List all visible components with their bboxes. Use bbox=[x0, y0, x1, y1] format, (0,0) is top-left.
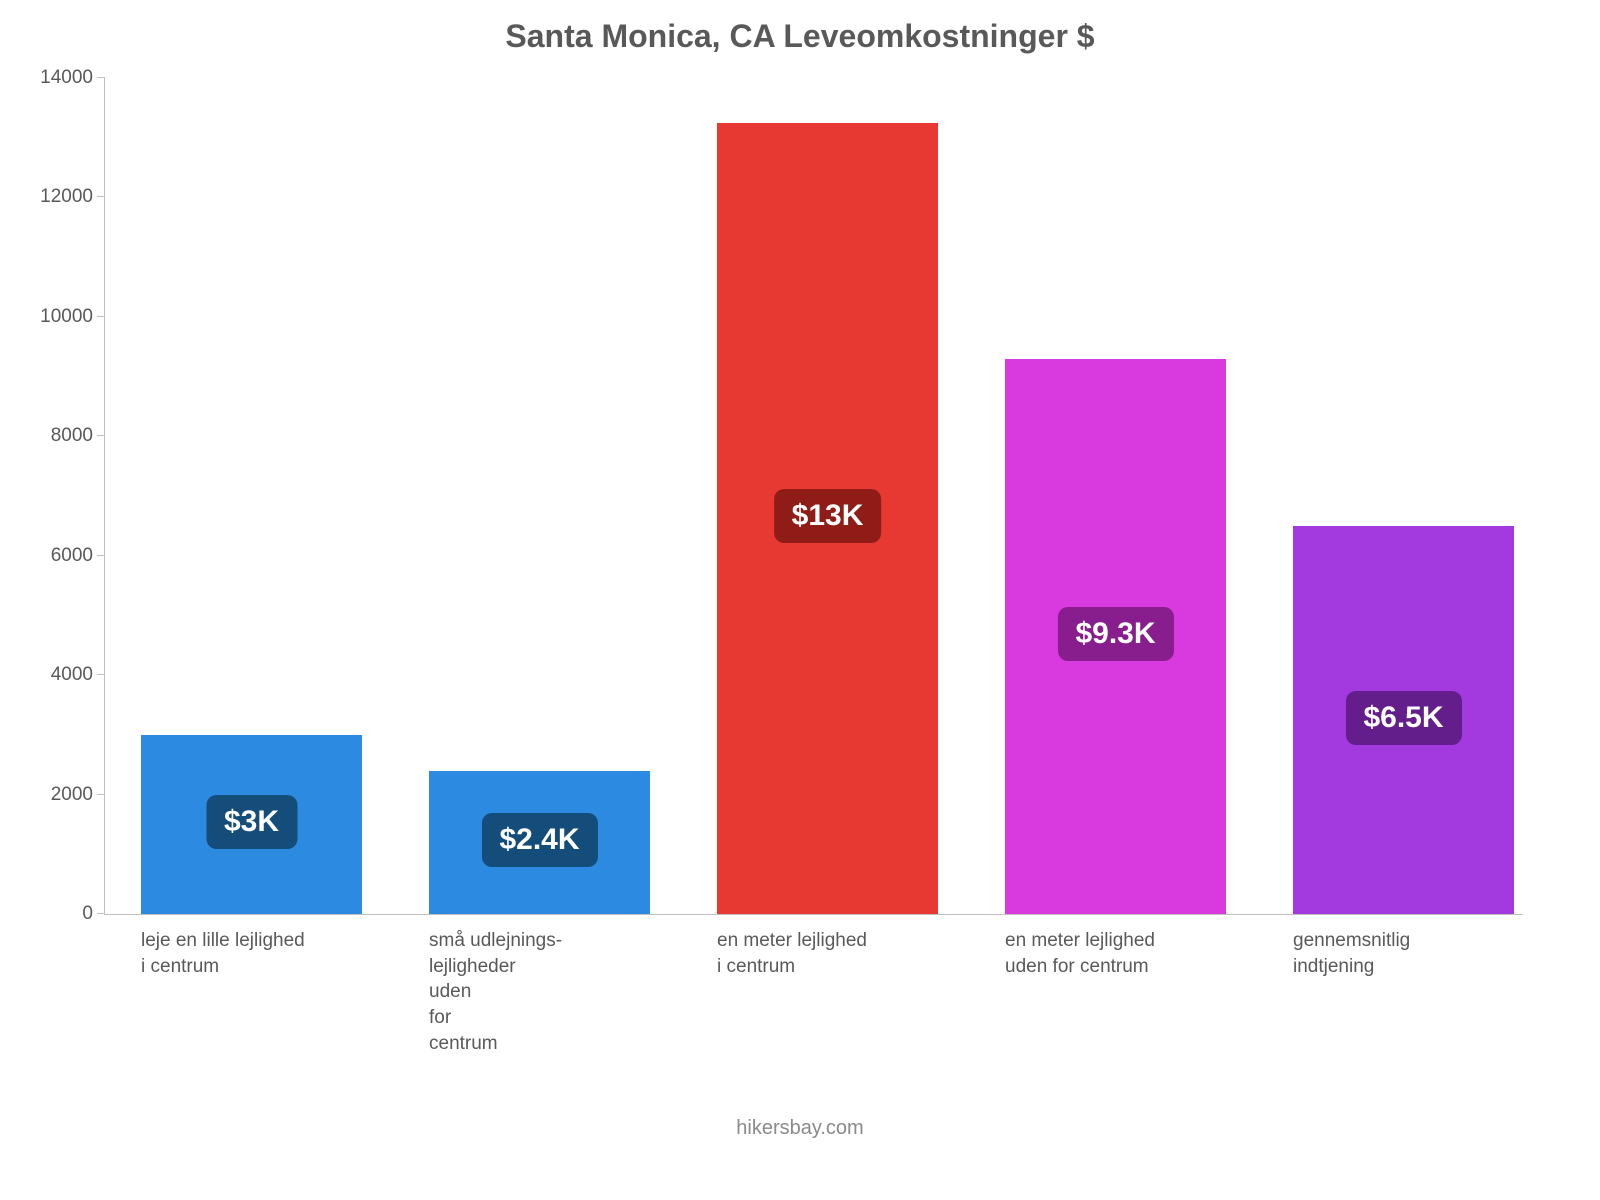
x-tick-label: en meter lejligheduden for centrum bbox=[1005, 914, 1155, 979]
x-tick-label-line: en meter lejlighed bbox=[1005, 928, 1155, 954]
x-tick-label-line: små udlejnings-lejligheder bbox=[429, 928, 619, 979]
y-tick-mark bbox=[97, 77, 105, 78]
bar: $13K bbox=[717, 123, 938, 914]
x-tick-label: leje en lille lejlighedi centrum bbox=[141, 914, 305, 979]
value-badge: $9.3K bbox=[1057, 607, 1173, 661]
y-tick-mark bbox=[97, 794, 105, 795]
x-tick-label-line: gennemsnitlig bbox=[1293, 928, 1410, 954]
plot-area: 02000400060008000100001200014000$3Kleje … bbox=[104, 78, 1523, 915]
attribution-text: hikersbay.com bbox=[0, 1117, 1600, 1140]
y-tick-label: 10000 bbox=[40, 306, 105, 328]
y-tick-mark bbox=[97, 316, 105, 317]
x-tick-label-line: centrum bbox=[429, 1031, 619, 1057]
y-tick-mark bbox=[97, 913, 105, 914]
y-tick-label: 14000 bbox=[40, 67, 105, 89]
y-tick-mark bbox=[97, 555, 105, 556]
x-tick-label-line: leje en lille lejlighed bbox=[141, 928, 305, 954]
value-badge: $3K bbox=[206, 795, 297, 849]
y-tick-mark bbox=[97, 435, 105, 436]
x-tick-label: små udlejnings-lejlighederudenforcentrum bbox=[429, 914, 619, 1056]
y-tick-label: 4000 bbox=[51, 664, 105, 686]
y-tick-label: 12000 bbox=[40, 186, 105, 208]
y-tick-label: 6000 bbox=[51, 545, 105, 567]
bar: $3K bbox=[141, 735, 362, 914]
y-tick-label: 0 bbox=[82, 903, 105, 925]
y-tick-mark bbox=[97, 196, 105, 197]
cost-of-living-chart: Santa Monica, CA Leveomkostninger $ 0200… bbox=[0, 0, 1600, 1200]
y-tick-label: 2000 bbox=[51, 784, 105, 806]
value-badge: $6.5K bbox=[1345, 691, 1461, 745]
y-tick-mark bbox=[97, 674, 105, 675]
chart-title: Santa Monica, CA Leveomkostninger $ bbox=[0, 18, 1600, 55]
x-tick-label-line: i centrum bbox=[141, 954, 305, 980]
value-badge: $2.4K bbox=[481, 813, 597, 867]
x-tick-label-line: uden bbox=[429, 979, 619, 1005]
x-tick-label-line: en meter lejlighed bbox=[717, 928, 867, 954]
value-badge: $13K bbox=[774, 489, 882, 543]
x-tick-label-line: indtjening bbox=[1293, 954, 1410, 980]
x-tick-label-line: for bbox=[429, 1005, 619, 1031]
x-tick-label-line: uden for centrum bbox=[1005, 954, 1155, 980]
x-tick-label: gennemsnitligindtjening bbox=[1293, 914, 1410, 979]
y-tick-label: 8000 bbox=[51, 425, 105, 447]
bar: $9.3K bbox=[1005, 359, 1226, 914]
x-tick-label-line: i centrum bbox=[717, 954, 867, 980]
x-tick-label: en meter lejlighedi centrum bbox=[717, 914, 867, 979]
bar: $6.5K bbox=[1293, 526, 1514, 914]
bar: $2.4K bbox=[429, 771, 650, 914]
